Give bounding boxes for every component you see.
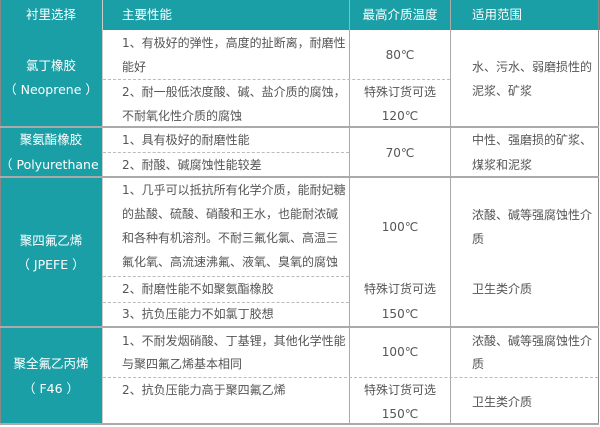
property-text: 3、抗负压能力不如氯丁胶想 — [122, 307, 274, 321]
property-text: 2、耐一般低浓度酸、碱、盐介质的腐蚀， — [122, 85, 346, 99]
max-temp-special: 特殊订货可选 — [363, 282, 436, 296]
property-text: 1、有极好的弹性，高度的扯断离，耐磨性 — [122, 36, 346, 50]
lining-code: （ F46 ） — [22, 381, 80, 396]
property-text: 能好 — [122, 60, 147, 74]
header-lining: 衬里选择 — [25, 7, 76, 22]
scope-text: 泥浆、矿浆 — [472, 84, 533, 98]
max-temp: 70℃ — [385, 146, 415, 160]
scope-text: 浓酸、碱等强腐蚀性介 — [472, 208, 593, 222]
property-text: 2、耐酸、碱腐蚀性能较差 — [122, 158, 262, 172]
property-text: 2、耐磨性能不如聚氨酯橡胶 — [122, 282, 274, 296]
scope-text: 质 — [472, 232, 485, 246]
scope-text: 质 — [472, 357, 485, 371]
scope-text: 水、污水、弱磨损性的 — [472, 60, 593, 74]
property-text: 不耐氧化性介质的腐蚀 — [122, 109, 243, 123]
header-scope: 适用范围 — [472, 7, 523, 22]
lining-name: 聚氨酯橡胶 — [19, 132, 83, 147]
property-text: 1、几乎可以抵抗所有化学介质，能耐妃糖 — [122, 183, 346, 197]
max-temp-special: 特殊订货可选 — [363, 383, 436, 397]
table-header — [0, 0, 600, 30]
property-text: 与聚四氟乙烯基本相同 — [122, 357, 243, 371]
max-temp: 100℃ — [381, 345, 419, 359]
property-text: 2、抗负压能力高于聚四氟乙烯 — [122, 383, 286, 397]
property-text: 1、具有极好的耐磨性能 — [122, 133, 250, 147]
lining-column — [0, 30, 102, 425]
max-temp: 150℃ — [381, 407, 419, 421]
property-text: 1、不耐发烟硝酸、丁基锂，其他化学性能 — [122, 334, 346, 348]
scope-text: 煤浆和泥浆 — [472, 158, 533, 172]
scope-text: 卫生类介质 — [472, 282, 533, 296]
lining-code: （ Polyurethane ） — [0, 157, 116, 172]
lining-code: （ JPEFE ） — [17, 257, 85, 272]
header-max-temp: 最高介质温度 — [362, 7, 438, 22]
max-temp: 120℃ — [381, 109, 419, 123]
max-temp: 150℃ — [381, 307, 419, 321]
property-text: 氟化氧、高流速沸氟、液氧、臭氧的腐蚀 — [122, 255, 339, 269]
max-temp: 100℃ — [381, 220, 419, 234]
property-text: 的盐酸、硫酸、硝酸和王水，也能耐浓碱 — [122, 207, 339, 221]
lining-code: （ Neoprene ） — [4, 82, 98, 97]
lining-name: 聚四氟乙烯 — [19, 233, 83, 248]
header-properties: 主要性能 — [122, 7, 173, 22]
scope-text: 卫生类介质 — [472, 395, 533, 409]
max-temp: 80℃ — [385, 48, 415, 62]
scope-text: 中性、强磨损的矿浆、 — [472, 133, 593, 147]
scope-text: 浓酸、碱等强腐蚀性介 — [472, 334, 593, 348]
lining-name: 聚全氟乙丙烯 — [13, 356, 89, 371]
property-text: 和各种有机溶剂。不耐三氟化氯、高温三 — [122, 231, 339, 245]
lining-name: 氯丁橡胶 — [25, 58, 76, 73]
max-temp-special: 特殊订货可选 — [363, 85, 436, 99]
